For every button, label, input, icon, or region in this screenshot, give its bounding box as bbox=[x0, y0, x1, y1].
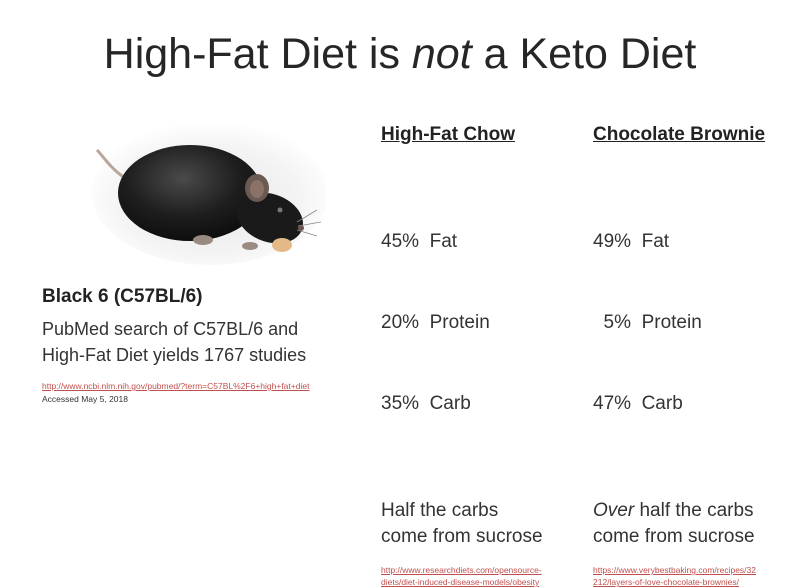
brownie-note: Over half the carbs come from sucrose bbox=[593, 500, 755, 547]
brownie-link[interactable]: https://www.verybestbaking.com/recipes/3… bbox=[593, 565, 756, 587]
slide-title: High-Fat Diet is not a Keto Diet bbox=[103, 30, 697, 78]
brownie-heading: Chocolate Brownie bbox=[593, 124, 766, 145]
chow-note: Half the carbs come from sucrose bbox=[381, 500, 543, 547]
pubmed-summary: PubMed search of C57BL/6 and High-Fat Di… bbox=[42, 319, 307, 365]
brownie-macros: 49% Fat 5% Protein 47% Carb bbox=[593, 231, 702, 414]
black-mouse-photo bbox=[92, 121, 325, 265]
accessed-date: Accessed May 5, 2018 bbox=[42, 394, 128, 404]
chow-heading: High-Fat Chow bbox=[381, 124, 516, 145]
brownie-column: Chocolate Brownie 49% Fat 5% Protein 47%… bbox=[593, 124, 765, 588]
title-emphasis: not bbox=[411, 30, 472, 78]
pubmed-link[interactable]: http://www.ncbi.nlm.nih.gov/pubmed/?term… bbox=[42, 381, 310, 391]
chow-column: High-Fat Chow 45% Fat 20% Protein 35% Ca… bbox=[381, 124, 543, 588]
chow-macros: 45% Fat 20% Protein 35% Carb bbox=[381, 231, 490, 414]
chow-link[interactable]: http://www.researchdiets.com/opensource-… bbox=[381, 565, 542, 587]
strain-heading: Black 6 (C57BL/6) bbox=[42, 286, 203, 307]
